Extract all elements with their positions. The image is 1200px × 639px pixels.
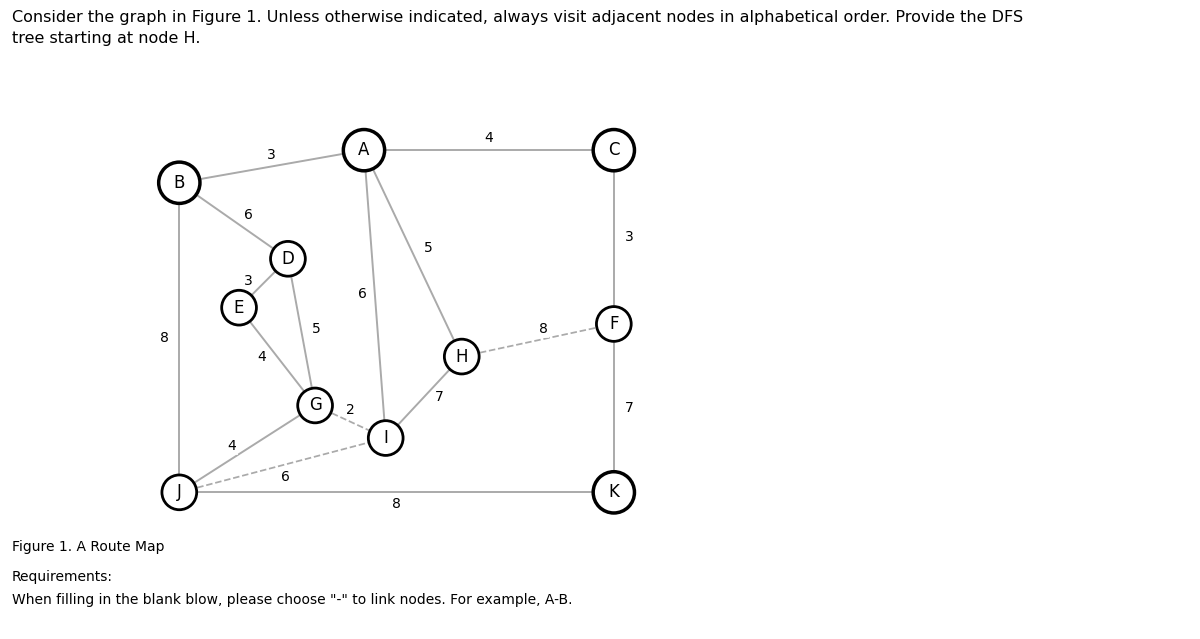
Text: 2: 2 [346, 403, 355, 417]
Circle shape [270, 242, 305, 276]
Text: tree starting at node H.: tree starting at node H. [12, 31, 200, 45]
Text: 7: 7 [625, 401, 634, 415]
Text: 3: 3 [244, 273, 253, 288]
Text: Requirements:: Requirements: [12, 570, 113, 584]
Circle shape [222, 290, 257, 325]
Text: 8: 8 [392, 497, 401, 511]
Text: 6: 6 [245, 208, 253, 222]
Text: E: E [234, 298, 245, 317]
Circle shape [368, 420, 403, 456]
Text: B: B [174, 174, 185, 192]
Text: 3: 3 [625, 230, 634, 244]
Text: Figure 1. A Route Map: Figure 1. A Route Map [12, 540, 164, 554]
Text: When filling in the blank blow, please choose "-" to link nodes. For example, A-: When filling in the blank blow, please c… [12, 593, 572, 607]
Text: H: H [456, 348, 468, 366]
Text: 5: 5 [312, 323, 322, 336]
Text: F: F [610, 315, 618, 333]
Text: 6: 6 [359, 287, 367, 301]
Text: A: A [359, 141, 370, 159]
Circle shape [593, 130, 635, 171]
Text: 5: 5 [424, 241, 432, 255]
Text: 3: 3 [268, 148, 276, 162]
Text: D: D [282, 250, 294, 268]
Text: 8: 8 [539, 323, 547, 336]
Text: 8: 8 [160, 330, 168, 344]
Text: Consider the graph in Figure 1. Unless otherwise indicated, always visit adjacen: Consider the graph in Figure 1. Unless o… [12, 10, 1024, 24]
Circle shape [596, 307, 631, 341]
Circle shape [343, 130, 385, 171]
Text: G: G [308, 396, 322, 415]
Circle shape [298, 388, 332, 423]
Text: 7: 7 [434, 390, 443, 404]
Text: K: K [608, 483, 619, 502]
Circle shape [162, 475, 197, 510]
Text: C: C [608, 141, 619, 159]
Text: I: I [383, 429, 388, 447]
Text: J: J [176, 483, 181, 502]
Text: 4: 4 [258, 350, 266, 364]
Text: 4: 4 [485, 131, 493, 145]
Circle shape [158, 162, 200, 203]
Text: 4: 4 [228, 439, 236, 453]
Text: 6: 6 [281, 470, 289, 484]
Circle shape [593, 472, 635, 513]
Circle shape [444, 339, 479, 374]
